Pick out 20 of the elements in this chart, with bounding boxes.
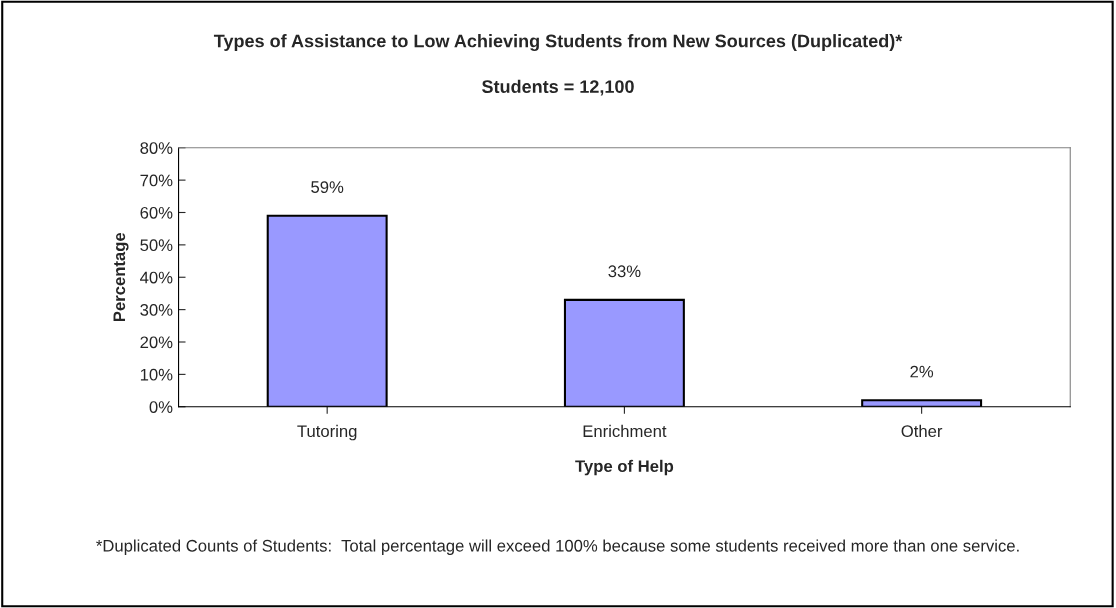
y-tick-label: 20% — [140, 336, 173, 349]
text: *Duplicated Counts of Students: Total percentage will exceed 100% because some students received more than one service. — [96, 539, 1019, 555]
data-label: 59% — [311, 181, 344, 193]
y-tick-label: 30% — [140, 304, 173, 316]
x-tick-label: Enrichment — [583, 424, 667, 438]
y-tick-label: 40% — [140, 271, 173, 284]
y-tick-label: 70% — [140, 174, 173, 187]
y-tick-label: 80% — [140, 142, 173, 154]
y-tick-label: 50% — [140, 239, 173, 252]
data-label: 2% — [910, 365, 934, 378]
y-tick-label: 60% — [140, 206, 173, 219]
y-axis-title: Percentage — [113, 232, 129, 322]
x-tick-label: Other — [901, 424, 943, 438]
x-tick-label: Tutoring — [297, 424, 357, 441]
y-tick-label: 0% — [149, 401, 173, 413]
chart-title: Types of Assistance to Low Achieving Students from New Sources (Duplicated)* — [213, 34, 903, 52]
chart-subtitle: Students = 12,100 — [482, 79, 634, 96]
x-axis-title: Type of Help — [575, 459, 674, 476]
data-label: 33% — [608, 265, 641, 278]
y-tick-label: 10% — [140, 368, 173, 381]
